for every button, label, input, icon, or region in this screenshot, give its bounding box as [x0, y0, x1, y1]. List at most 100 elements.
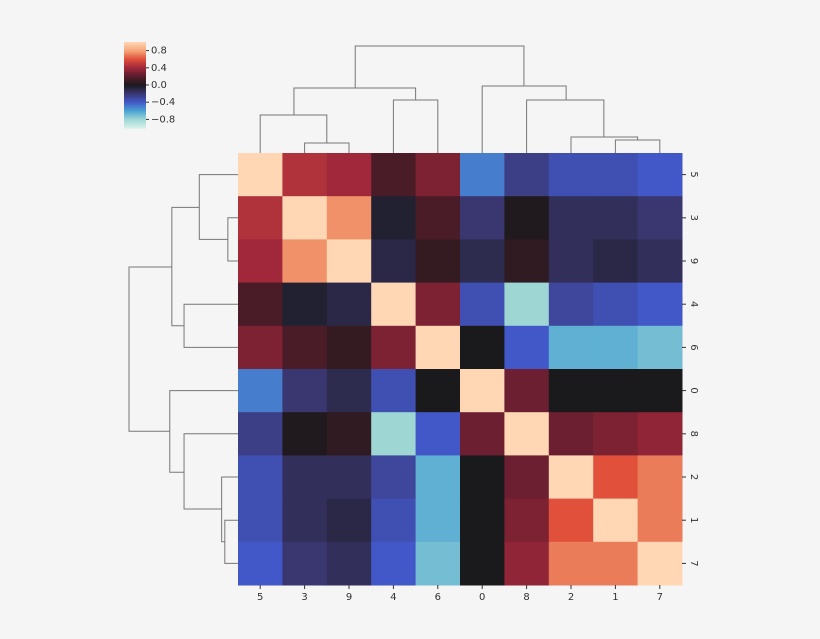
heatmap-cell	[371, 153, 417, 197]
heatmap-cell	[504, 196, 550, 240]
colorbar-segment	[124, 92, 146, 95]
y-tick-label: 3	[688, 215, 699, 221]
heatmap-cell	[548, 196, 594, 240]
heatmap-cell	[548, 412, 594, 456]
heatmap-cell	[238, 153, 283, 197]
heatmap-cell	[504, 541, 550, 586]
colorbar-segment	[124, 99, 146, 102]
x-tick-label: 3	[301, 592, 307, 603]
heatmap-cell	[282, 369, 328, 413]
heatmap-cell	[415, 196, 461, 240]
colorbar-segment	[124, 50, 146, 53]
colorbar-segment	[124, 87, 146, 90]
x-tick-label: 7	[657, 592, 663, 603]
heatmap-cell	[371, 369, 417, 413]
heatmap-cell	[238, 196, 283, 240]
heatmap-cell	[504, 239, 550, 284]
colorbar-segment	[124, 123, 146, 126]
colorbar-segment	[124, 125, 146, 128]
y-tick-label: 4	[688, 301, 699, 307]
heatmap-cell	[460, 282, 505, 327]
colorbar-tick-label: −0.4	[151, 97, 175, 108]
heatmap-cell	[282, 153, 328, 197]
x-tick-label: 5	[257, 592, 263, 603]
colorbar-segment	[124, 47, 146, 50]
heatmap-cell	[637, 498, 683, 543]
y-tick-label: 0	[688, 387, 699, 393]
heatmap-cell	[593, 239, 639, 284]
heatmap-cell	[238, 325, 283, 370]
heatmap-cell	[548, 455, 594, 500]
colorbar-segment	[124, 109, 146, 112]
colorbar-tick-label: 0.4	[151, 63, 167, 74]
heatmap-cell	[371, 239, 417, 284]
heatmap-cell	[371, 412, 417, 456]
heatmap-cell	[326, 282, 372, 327]
x-tick-label: 0	[479, 592, 485, 603]
heatmap-cell	[637, 196, 683, 240]
colorbar-segment	[124, 90, 146, 93]
heatmap-cell	[460, 239, 505, 284]
heatmap-cell	[282, 196, 328, 240]
colorbar-segment	[124, 77, 146, 80]
heatmap-cell	[637, 369, 683, 413]
heatmap-cell	[593, 196, 639, 240]
colorbar-segment	[124, 62, 146, 64]
y-tick-label: 1	[688, 517, 699, 523]
heatmap-cell	[637, 541, 683, 586]
colorbar-segment	[124, 57, 146, 60]
heatmap-cell	[593, 541, 639, 586]
y-tick-label: 8	[688, 431, 699, 437]
heatmap-cell	[460, 412, 505, 456]
colorbar-segment	[124, 117, 146, 120]
heatmap-cell	[371, 455, 417, 500]
heatmap-cell	[504, 455, 550, 500]
heatmap-cell	[326, 541, 372, 586]
column-dendrogram	[260, 46, 660, 153]
heatmap-cell	[637, 325, 683, 370]
colorbar-segment	[124, 53, 146, 56]
heatmap-cell	[415, 541, 461, 586]
colorbar-segment	[124, 43, 146, 46]
y-tick-label: 7	[688, 560, 699, 566]
x-tick-label: 9	[346, 592, 352, 603]
heatmap-cell	[238, 239, 283, 284]
heatmap-cell	[415, 153, 461, 197]
colorbar-segment	[124, 82, 146, 85]
colorbar-segment	[124, 122, 146, 125]
y-tick-label: 5	[688, 171, 699, 177]
colorbar-tick-label: 0.0	[151, 80, 167, 91]
heatmap-cell	[371, 282, 417, 327]
colorbar-segment	[124, 97, 146, 100]
row-dendrogram	[129, 175, 238, 564]
colorbar-segment	[124, 64, 146, 67]
heatmap-cell	[460, 455, 505, 500]
heatmap-cell	[460, 541, 505, 586]
colorbar-segment	[124, 44, 146, 47]
colorbar-segment	[124, 115, 146, 118]
colorbar-segment	[124, 96, 146, 99]
heatmap-cell	[460, 369, 505, 413]
heatmap-cell	[326, 498, 372, 543]
heatmap-cell	[460, 325, 505, 370]
colorbar-tick-label: −0.8	[151, 114, 175, 125]
heatmap-cell	[282, 282, 328, 327]
colorbar-segment	[124, 106, 146, 109]
heatmap-cell	[415, 412, 461, 456]
x-tick-label: 4	[390, 592, 396, 603]
colorbar-segment	[124, 59, 146, 62]
heatmap-cell	[504, 325, 550, 370]
heatmap-cell	[637, 282, 683, 327]
colorbar-segment	[124, 126, 146, 129]
colorbar-segment	[124, 89, 146, 92]
colorbar-segment	[124, 83, 146, 86]
colorbar-segment	[124, 110, 146, 113]
y-tick-label: 6	[688, 344, 699, 350]
heatmap-cell	[326, 153, 372, 197]
colorbar-segment	[124, 56, 146, 59]
colorbar-segment	[124, 63, 146, 66]
colorbar-segment	[124, 105, 146, 107]
heatmap-cell	[460, 498, 505, 543]
x-tick-label: 1	[612, 592, 618, 603]
